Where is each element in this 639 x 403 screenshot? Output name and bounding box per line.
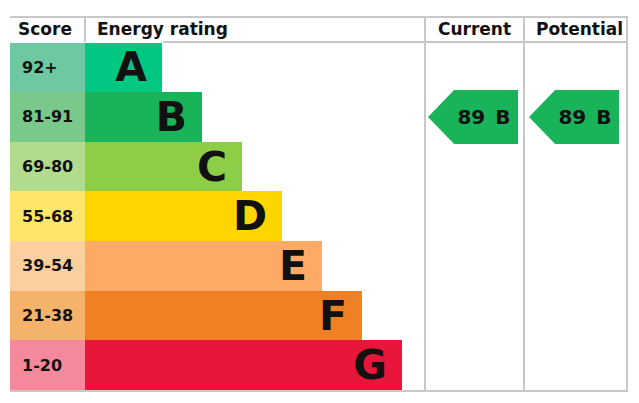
band-score-range: 21-38 [10, 291, 85, 341]
band-score-range: 1-20 [10, 340, 85, 390]
band-bar: E [85, 241, 322, 291]
band-bar: G [85, 340, 402, 390]
band-bar: C [85, 142, 242, 192]
divider-score-rating [84, 16, 86, 42]
band-bar: D [85, 191, 282, 241]
band-score-range: 39-54 [10, 241, 85, 291]
arrow-rating-letter: B [495, 105, 510, 129]
divider-current-potential [523, 16, 525, 392]
arrow-rating-letter: B [596, 105, 611, 129]
band-row-c: 69-80C [10, 142, 430, 192]
band-bar: F [85, 291, 362, 341]
arrow-value: 89 [457, 105, 485, 129]
arrow-value: 89 [558, 105, 586, 129]
band-bar: B [85, 92, 202, 142]
band-score-range: 69-80 [10, 142, 85, 192]
band-row-e: 39-54E [10, 241, 430, 291]
table-bottom-border [10, 390, 627, 392]
band-score-range: 81-91 [10, 92, 85, 142]
band-row-b: 81-91B [10, 92, 430, 142]
band-score-range: 55-68 [10, 191, 85, 241]
score-column-header: Score [18, 16, 72, 42]
energy-rating-column-header: Energy rating [97, 16, 228, 42]
current-rating-arrow: 89 B [428, 90, 518, 144]
potential-column-header: Potential [529, 16, 630, 42]
band-row-g: 1-20G [10, 340, 430, 390]
band-row-a: 92+A [10, 43, 430, 93]
potential-rating-arrow: 89 B [529, 90, 619, 144]
band-row-d: 55-68D [10, 191, 430, 241]
band-row-f: 21-38F [10, 291, 430, 341]
band-bar: A [85, 43, 162, 93]
rating-bands: 92+A81-91B69-80C55-68D39-54E21-38F1-20G [10, 43, 430, 391]
current-column-header: Current [426, 16, 523, 42]
band-score-range: 92+ [10, 43, 85, 93]
table-right-border [626, 16, 628, 392]
epc-energy-rating-chart: Score Energy rating Current Potential 92… [0, 0, 639, 403]
